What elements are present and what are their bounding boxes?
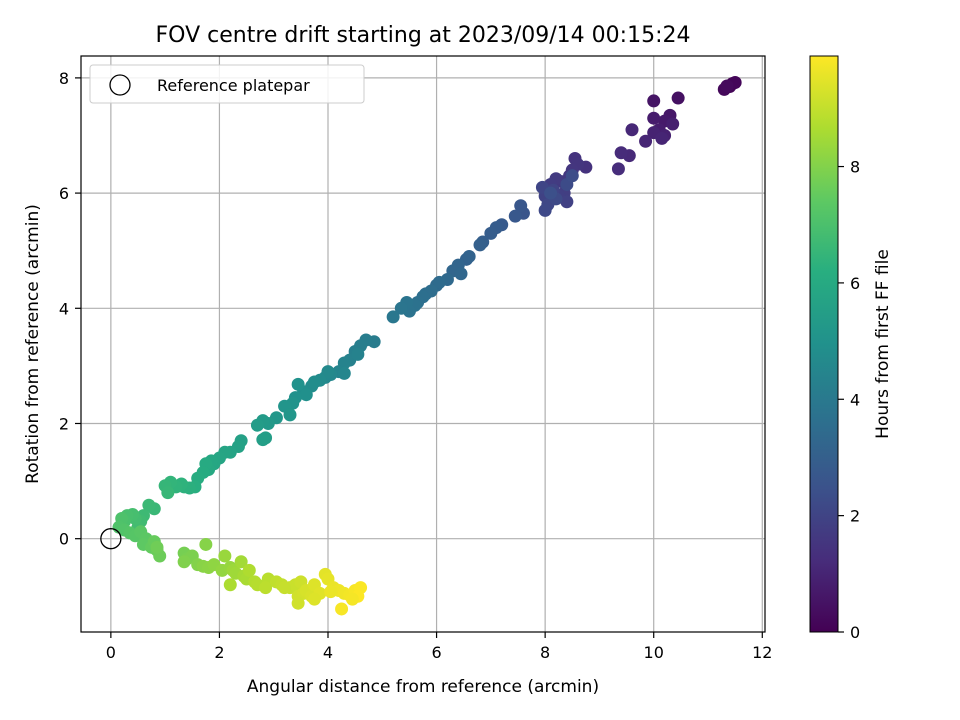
data-point — [655, 131, 669, 145]
data-point — [337, 366, 351, 380]
data-point — [484, 226, 498, 240]
data-point — [321, 365, 335, 379]
data-point — [307, 592, 321, 606]
data-point — [307, 375, 321, 389]
data-point — [386, 310, 400, 324]
data-point — [671, 91, 685, 105]
data-point — [666, 117, 680, 131]
data-point — [335, 602, 349, 616]
data-point — [150, 540, 164, 554]
reference-point — [100, 528, 122, 550]
data-point — [256, 433, 270, 447]
data-point — [283, 408, 297, 422]
y-tick-label: 2 — [59, 414, 69, 433]
data-point — [544, 186, 558, 200]
data-point — [614, 146, 628, 160]
data-point — [432, 275, 446, 289]
data-point — [560, 195, 574, 209]
data-point — [291, 596, 305, 610]
x-tick-label: 4 — [323, 643, 333, 662]
data-point — [647, 94, 661, 108]
y-tick-label: 0 — [59, 530, 69, 549]
colorbar-tick-label: 2 — [850, 507, 860, 526]
colorbar-tick-label: 4 — [850, 390, 860, 409]
data-point — [565, 169, 579, 183]
data-point — [223, 578, 237, 592]
data-point — [351, 347, 365, 361]
data-point — [508, 209, 522, 223]
data-point — [278, 581, 292, 595]
data-point — [394, 301, 408, 315]
data-point — [299, 388, 313, 402]
x-tick-label: 0 — [106, 643, 116, 662]
plot-frame — [80, 55, 766, 633]
data-point — [647, 111, 661, 125]
colorbar-ticks: 0 2 4 6 8 — [838, 158, 860, 642]
data-point — [454, 267, 468, 281]
data-point — [625, 123, 639, 137]
colorbar-tick-label: 0 — [850, 623, 860, 642]
colorbar — [809, 55, 839, 633]
x-axis-ticks: 0 2 4 6 8 10 12 — [106, 632, 772, 662]
y-tick-label: 8 — [59, 69, 69, 88]
legend: Reference platepar — [89, 64, 365, 104]
data-point — [611, 162, 625, 176]
y-tick-label: 6 — [59, 184, 69, 203]
data-point — [142, 498, 156, 512]
y-axis-label: Rotation from reference (arcmin) — [23, 204, 43, 484]
reference-marker — [100, 528, 122, 550]
data-point — [242, 563, 256, 577]
colorbar-tick-label: 8 — [850, 158, 860, 177]
colorbar-label: Hours from first FF file — [873, 249, 893, 439]
data-point — [199, 537, 213, 551]
data-point — [538, 203, 552, 217]
data-point — [250, 418, 264, 432]
colorbar-tick-label: 6 — [850, 274, 860, 293]
data-point — [514, 199, 528, 213]
chart-title: FOV centre drift starting at 2023/09/14 … — [156, 23, 691, 48]
data-point — [462, 249, 476, 263]
data-point — [291, 377, 305, 391]
y-tick-label: 4 — [59, 299, 69, 318]
data-point — [639, 134, 653, 148]
x-tick-label: 12 — [752, 643, 772, 662]
data-points — [112, 75, 742, 616]
data-point — [720, 79, 734, 93]
data-point — [218, 549, 232, 563]
x-tick-label: 10 — [644, 643, 664, 662]
x-tick-label: 2 — [214, 643, 224, 662]
data-point — [234, 555, 248, 569]
data-point — [259, 581, 273, 595]
x-tick-label: 6 — [431, 643, 441, 662]
data-point — [324, 585, 338, 599]
data-point — [345, 592, 359, 606]
y-axis-ticks: 0 2 4 6 8 — [59, 69, 81, 549]
data-point — [161, 486, 175, 500]
legend-marker — [109, 74, 131, 96]
x-axis-label: Angular distance from reference (arcmin) — [247, 677, 599, 697]
legend-label: Reference platepar — [157, 76, 310, 95]
data-point — [177, 555, 191, 569]
data-point — [473, 238, 487, 252]
legend-box — [89, 64, 365, 104]
x-tick-label: 8 — [540, 643, 550, 662]
